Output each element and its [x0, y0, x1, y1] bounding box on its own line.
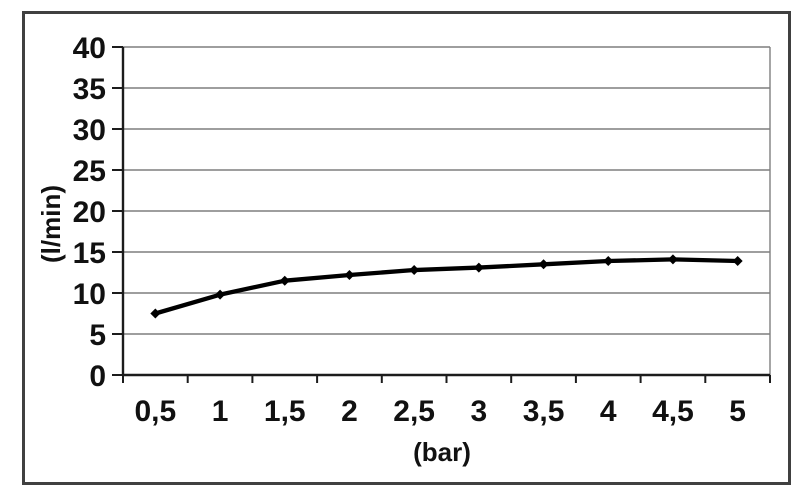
y-tick-label: 0 — [89, 360, 106, 393]
x-tick-label: 2,5 — [393, 395, 435, 428]
data-point-marker — [538, 259, 549, 270]
y-tick-label: 15 — [73, 237, 106, 270]
y-tick-label: 40 — [73, 32, 106, 65]
x-tick-label: 2 — [341, 395, 358, 428]
x-tick-label: 1,5 — [264, 395, 306, 428]
data-point-marker — [215, 289, 226, 300]
x-tick-label: 3 — [471, 395, 488, 428]
x-tick-label: 4,5 — [652, 395, 694, 428]
data-point-marker — [279, 275, 290, 286]
x-tick-label: 4 — [600, 395, 617, 428]
data-point-marker — [150, 308, 161, 319]
y-tick-label: 5 — [89, 319, 106, 352]
y-tick-label: 20 — [73, 196, 106, 229]
data-point-marker — [732, 256, 743, 267]
data-point-marker — [603, 256, 614, 267]
data-point-marker — [473, 262, 484, 273]
y-axis-title: (l/min) — [36, 185, 66, 263]
x-tick-label: 5 — [729, 395, 746, 428]
data-point-marker — [344, 269, 355, 280]
series-line — [153, 257, 740, 316]
data-point-marker — [409, 265, 420, 276]
chart-frame — [22, 11, 791, 485]
x-tick-label: 3,5 — [523, 395, 565, 428]
x-axis-title: (bar) — [413, 437, 471, 467]
y-tick-label: 35 — [73, 73, 106, 106]
y-tick-label: 30 — [73, 114, 106, 147]
x-tick-label: 1 — [212, 395, 229, 428]
y-tick-label: 25 — [73, 155, 106, 188]
x-tick-label: 0,5 — [134, 395, 176, 428]
data-point-marker — [667, 254, 678, 265]
y-tick-label: 10 — [73, 278, 106, 311]
